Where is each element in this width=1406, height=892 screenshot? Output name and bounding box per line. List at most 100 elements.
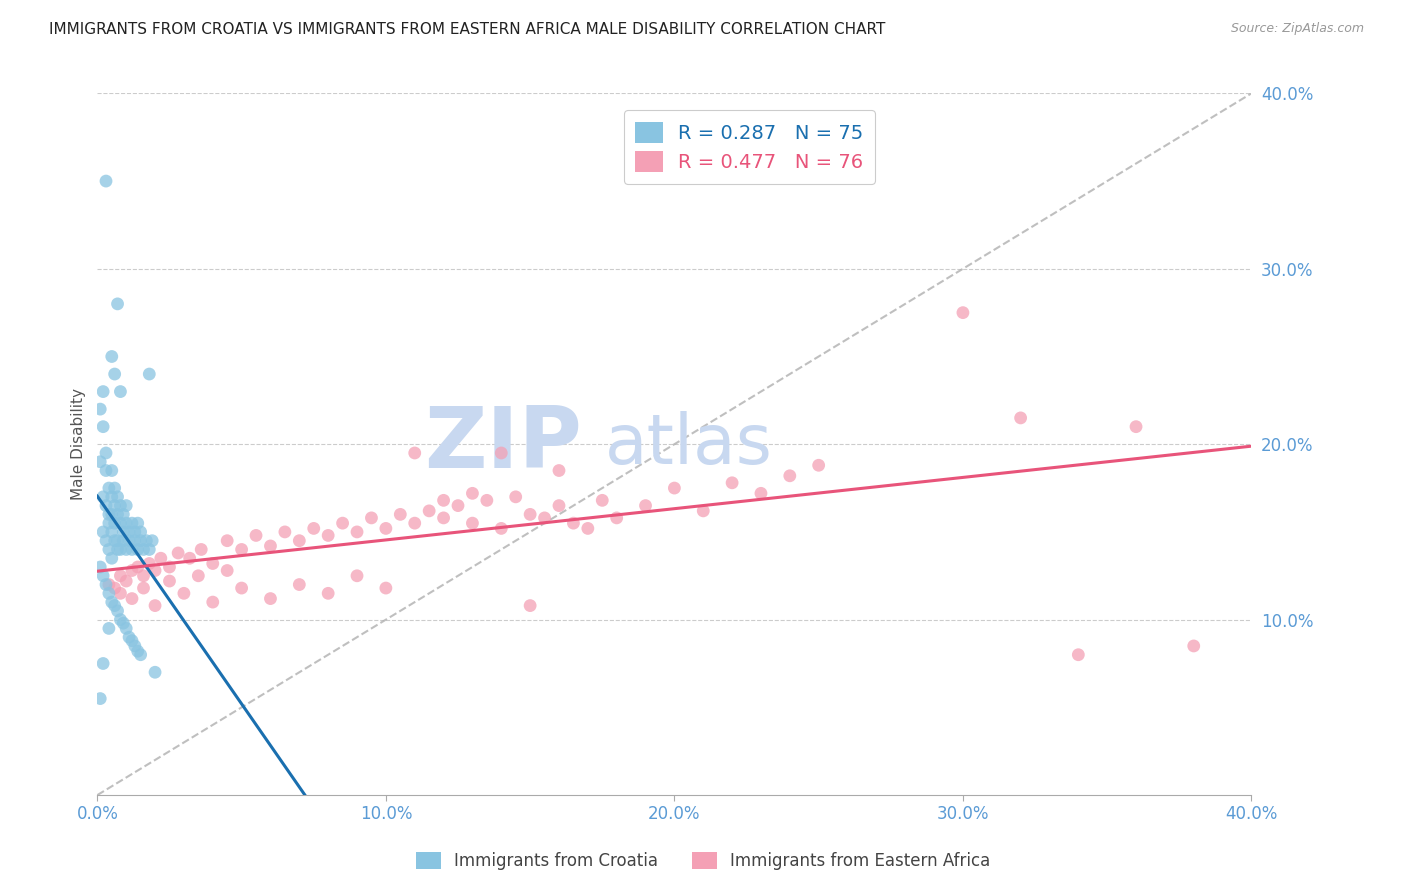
Point <box>316 528 339 542</box>
Point <box>104 481 127 495</box>
Point <box>591 493 613 508</box>
Point <box>118 630 141 644</box>
Point <box>1010 410 1032 425</box>
Point <box>374 581 396 595</box>
Point <box>562 516 585 530</box>
Point <box>124 524 146 539</box>
Point <box>231 581 253 595</box>
Point <box>190 542 212 557</box>
Point <box>101 595 124 609</box>
Point <box>94 577 117 591</box>
Point <box>159 574 181 588</box>
Point <box>132 581 155 595</box>
Point <box>138 557 160 571</box>
Point <box>576 521 599 535</box>
Point <box>807 458 830 473</box>
Point <box>107 297 129 311</box>
Point <box>179 551 201 566</box>
Legend: R = 0.287   N = 75, R = 0.477   N = 76: R = 0.287 N = 75, R = 0.477 N = 76 <box>624 110 875 184</box>
Point <box>533 511 555 525</box>
Point <box>138 367 160 381</box>
Point <box>519 508 541 522</box>
Text: IMMIGRANTS FROM CROATIA VS IMMIGRANTS FROM EASTERN AFRICA MALE DISABILITY CORREL: IMMIGRANTS FROM CROATIA VS IMMIGRANTS FR… <box>49 22 886 37</box>
Point <box>110 516 132 530</box>
Point <box>288 533 311 548</box>
Point <box>1067 648 1090 662</box>
Point <box>389 508 412 522</box>
Point <box>404 446 426 460</box>
Point <box>118 533 141 548</box>
Point <box>101 463 124 477</box>
Point <box>519 599 541 613</box>
Point <box>101 508 124 522</box>
Point <box>346 524 368 539</box>
Point <box>124 533 146 548</box>
Point <box>112 508 135 522</box>
Legend: Immigrants from Croatia, Immigrants from Eastern Africa: Immigrants from Croatia, Immigrants from… <box>409 845 997 877</box>
Point <box>475 493 498 508</box>
Point <box>749 486 772 500</box>
Point <box>418 504 440 518</box>
Point <box>302 521 325 535</box>
Point <box>143 665 166 680</box>
Point <box>97 481 120 495</box>
Point <box>121 591 143 606</box>
Point <box>274 524 297 539</box>
Point <box>432 511 454 525</box>
Point <box>121 633 143 648</box>
Point <box>94 446 117 460</box>
Point <box>91 419 114 434</box>
Point <box>94 533 117 548</box>
Point <box>110 568 132 582</box>
Point <box>89 455 111 469</box>
Point <box>548 499 571 513</box>
Point <box>143 599 166 613</box>
Point <box>91 524 114 539</box>
Point <box>332 516 354 530</box>
Point <box>104 581 127 595</box>
Point <box>138 542 160 557</box>
Point <box>217 533 239 548</box>
Point <box>110 384 132 399</box>
Point <box>112 616 135 631</box>
Point <box>201 557 224 571</box>
Point <box>447 499 470 513</box>
Point <box>94 174 117 188</box>
Point <box>121 564 143 578</box>
Point <box>132 542 155 557</box>
Point <box>97 542 120 557</box>
Y-axis label: Male Disability: Male Disability <box>72 388 86 500</box>
Point <box>89 402 111 417</box>
Point <box>104 367 127 381</box>
Point <box>107 542 129 557</box>
Point <box>97 516 120 530</box>
Point <box>115 621 138 635</box>
Point <box>91 490 114 504</box>
Point <box>201 595 224 609</box>
Point <box>107 533 129 548</box>
Point <box>127 516 149 530</box>
Point <box>94 463 117 477</box>
Point <box>97 621 120 635</box>
Point <box>104 599 127 613</box>
Point <box>115 499 138 513</box>
Point <box>432 493 454 508</box>
Point <box>132 568 155 582</box>
Point <box>167 546 190 560</box>
Point <box>115 542 138 557</box>
Point <box>101 524 124 539</box>
Point <box>548 463 571 477</box>
Point <box>259 591 281 606</box>
Point <box>115 574 138 588</box>
Point <box>129 524 152 539</box>
Point <box>721 475 744 490</box>
Point <box>110 542 132 557</box>
Point <box>288 577 311 591</box>
Point <box>346 568 368 582</box>
Point <box>245 528 267 542</box>
Point <box>187 568 209 582</box>
Point <box>143 564 166 578</box>
Point <box>360 511 382 525</box>
Point <box>127 542 149 557</box>
Point <box>107 508 129 522</box>
